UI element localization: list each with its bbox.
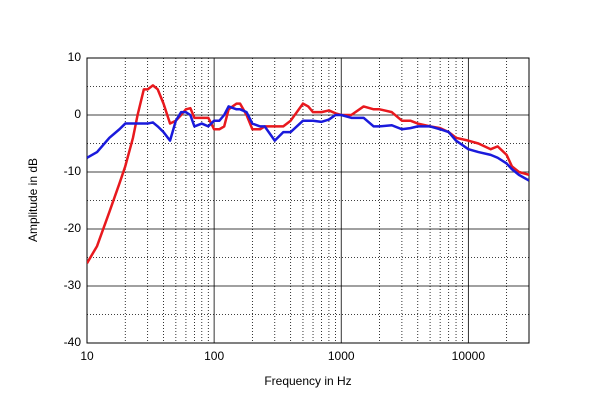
y-tick-label: 0 bbox=[74, 107, 81, 121]
x-axis-label: Frequency in Hz bbox=[264, 374, 351, 388]
y-tick-label: -40 bbox=[64, 335, 82, 349]
x-tick-label: 1000 bbox=[328, 349, 355, 363]
x-tick-label: 100 bbox=[204, 349, 224, 363]
y-tick-label: -30 bbox=[64, 278, 82, 292]
x-tick-label: 10000 bbox=[452, 349, 486, 363]
y-tick-label: -20 bbox=[64, 221, 82, 235]
y-tick-label: -10 bbox=[64, 164, 82, 178]
plot-frame bbox=[86, 57, 530, 344]
x-tick-label: 10 bbox=[80, 349, 94, 363]
y-tick-label: 10 bbox=[68, 50, 82, 64]
y-axis-label: Amplitude in dB bbox=[26, 158, 40, 242]
response-line bbox=[87, 105, 529, 182]
